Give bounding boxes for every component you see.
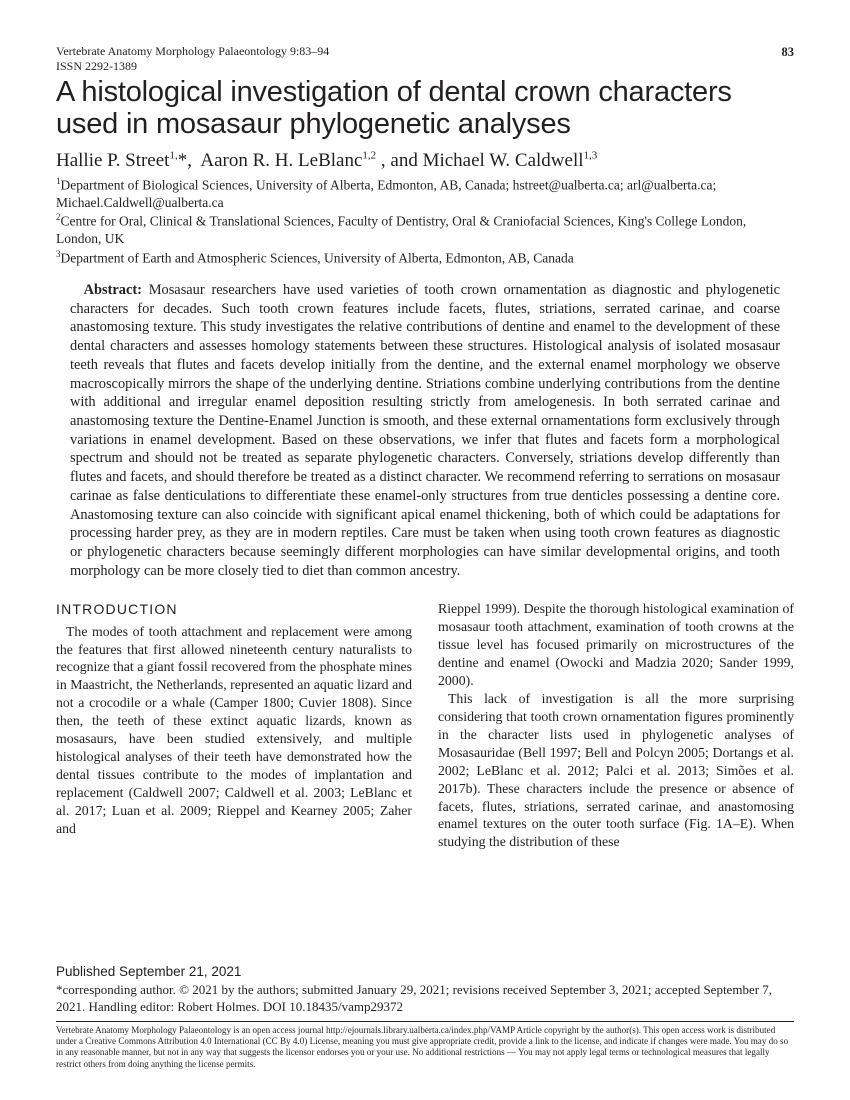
page-footer: Published September 21, 2021 *correspond…	[56, 963, 794, 1070]
author-list: Hallie P. Street1,*, Aaron R. H. LeBlanc…	[56, 149, 794, 173]
abstract-label: Abstract:	[84, 282, 142, 298]
affiliation-line: 1Department of Biological Sciences, Univ…	[56, 176, 794, 212]
article-title: A histological investigation of dental c…	[56, 76, 794, 141]
affiliation-line: 3Department of Earth and Atmospheric Sci…	[56, 249, 794, 267]
affiliation-line: 2Centre for Oral, Clinical & Translation…	[56, 212, 794, 248]
column-left: INTRODUCTION The modes of tooth attachme…	[56, 600, 412, 851]
published-date: Published September 21, 2021	[56, 963, 794, 980]
abstract: Abstract: Mosasaur researchers have used…	[70, 281, 780, 581]
intro-paragraph-2: This lack of investigation is all the mo…	[438, 690, 794, 851]
issn-line: ISSN 2292-1389	[56, 59, 329, 74]
page-number: 83	[782, 44, 795, 74]
footer-divider	[56, 1021, 794, 1022]
license-text: Vertebrate Anatomy Morphology Palaeontol…	[56, 1025, 794, 1070]
corresponding-author-note: *corresponding author. © 2021 by the aut…	[56, 982, 794, 1016]
affiliations-block: 1Department of Biological Sciences, Univ…	[56, 176, 794, 267]
running-header: Vertebrate Anatomy Morphology Palaeontol…	[56, 44, 794, 74]
journal-line: Vertebrate Anatomy Morphology Palaeontol…	[56, 44, 329, 59]
column-right: Rieppel 1999). Despite the thorough hist…	[438, 600, 794, 851]
intro-paragraph-1: The modes of tooth attachment and replac…	[56, 623, 412, 838]
abstract-text: Mosasaur researchers have used varieties…	[70, 282, 780, 579]
intro-paragraph-1-continued: Rieppel 1999). Despite the thorough hist…	[438, 600, 794, 690]
section-heading-introduction: INTRODUCTION	[56, 600, 412, 618]
body-columns: INTRODUCTION The modes of tooth attachme…	[56, 600, 794, 851]
journal-info: Vertebrate Anatomy Morphology Palaeontol…	[56, 44, 329, 74]
